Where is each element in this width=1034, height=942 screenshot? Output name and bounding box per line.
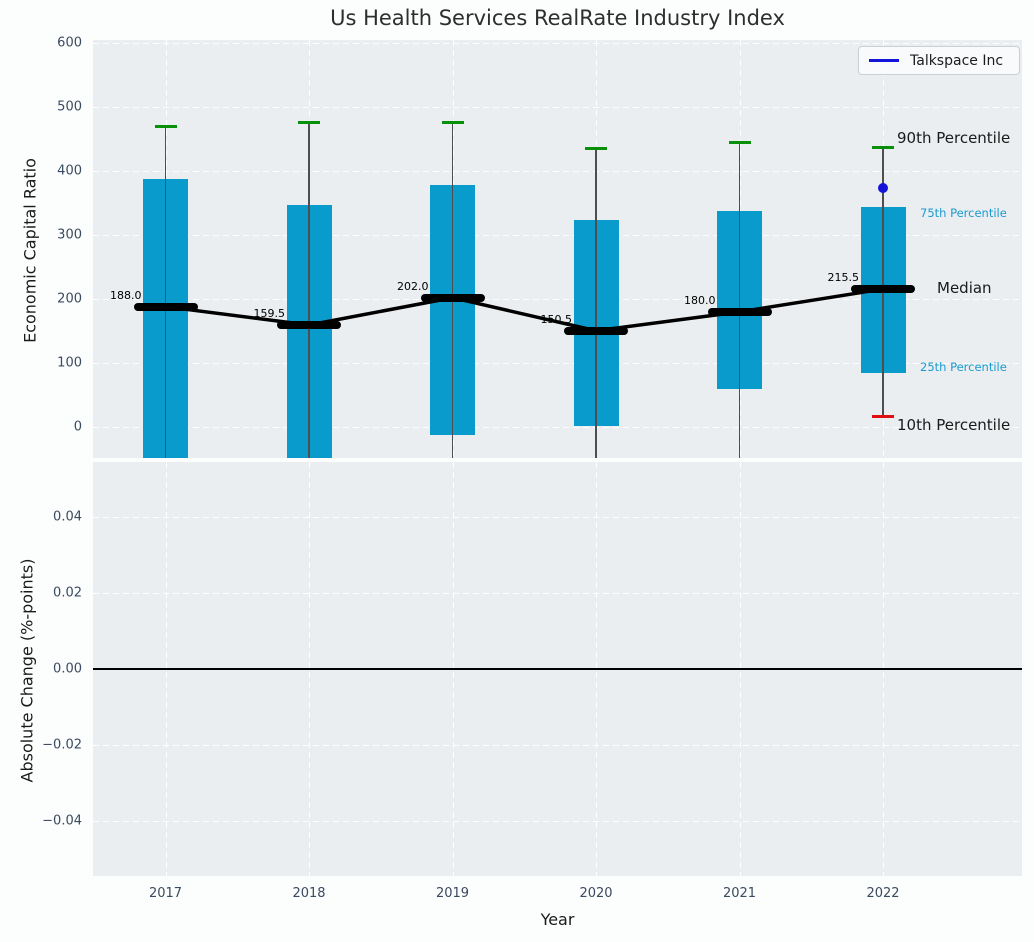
median-value-label: 215.5 (827, 271, 860, 285)
x-tick-label: 2021 (722, 886, 757, 901)
y-tick-label: −0.04 (42, 813, 82, 829)
p10-cap (872, 415, 894, 419)
y-tick-label: 0.00 (53, 661, 82, 677)
y-tick-label: 500 (57, 99, 82, 115)
p90-cap (728, 141, 751, 145)
y-tick-label: 200 (57, 291, 82, 307)
whisker-line (164, 126, 167, 458)
gridline-horizontal (93, 517, 1022, 519)
bottom-panel-absolute-change (93, 462, 1022, 876)
gridline-horizontal (93, 744, 1022, 746)
legend-box: Talkspace Inc (858, 46, 1020, 75)
gridline-horizontal (93, 363, 1022, 365)
gridline-horizontal (93, 299, 1022, 300)
y-tick-label: 0 (73, 419, 82, 435)
median-value-label: 188.0 (110, 288, 142, 302)
y-tick-label: 400 (57, 163, 82, 179)
median-value-label: 202.0 (397, 279, 429, 293)
zero-line (93, 668, 1022, 670)
median-dash (277, 320, 341, 329)
median-dash (133, 302, 198, 311)
y-tick-label: 0.04 (53, 509, 82, 525)
median-dash (851, 285, 915, 294)
whisker-line (451, 122, 454, 458)
p90-cap (585, 147, 607, 151)
median-value-label: 150.5 (540, 312, 573, 326)
whisker-line (882, 147, 884, 417)
gridline-horizontal (93, 42, 1022, 44)
median-dash (420, 293, 485, 302)
x-tick-label: 2017 (148, 886, 183, 901)
gridline-horizontal (93, 106, 1022, 108)
gridline-horizontal (93, 234, 1022, 236)
whisker-line (738, 142, 741, 458)
whisker-line (308, 122, 310, 458)
y-tick-label: 300 (57, 227, 82, 243)
median-dash (707, 307, 772, 316)
p90-cap (441, 120, 464, 124)
gridline-horizontal (93, 593, 1022, 595)
x-tick-label: 2019 (435, 886, 470, 901)
median-dash (564, 326, 628, 335)
gridline-horizontal (93, 820, 1022, 822)
y-tick-label: 600 (57, 35, 82, 51)
p90-cap (872, 146, 894, 150)
whisker-line (595, 148, 597, 458)
gridline-horizontal (93, 427, 1022, 429)
p90-cap (154, 125, 177, 129)
p90-cap (298, 120, 320, 124)
top-panel-economic-capital-ratio: 188.0 159.5 202.0 150.5 180.0 215.5 (93, 40, 1022, 458)
x-tick-label: 2018 (292, 886, 326, 901)
y-tick-label: −0.02 (42, 737, 82, 753)
gridline-horizontal (93, 170, 1022, 172)
legend-label: Talkspace Inc (910, 52, 1004, 69)
median-line (163, 287, 885, 333)
median-value-label: 180.0 (684, 293, 716, 307)
median-value-label: 159.5 (253, 306, 286, 320)
x-tick-label: 2020 (579, 886, 613, 901)
chart-title: Us Health Services RealRate Industry Ind… (330, 6, 785, 30)
legend-line-swatch-icon (869, 59, 899, 62)
y-tick-label: 0.02 (53, 585, 82, 601)
x-tick-label: 2022 (866, 886, 900, 901)
x-axis-label: Year (540, 910, 575, 929)
y-tick-label: 100 (57, 355, 82, 371)
